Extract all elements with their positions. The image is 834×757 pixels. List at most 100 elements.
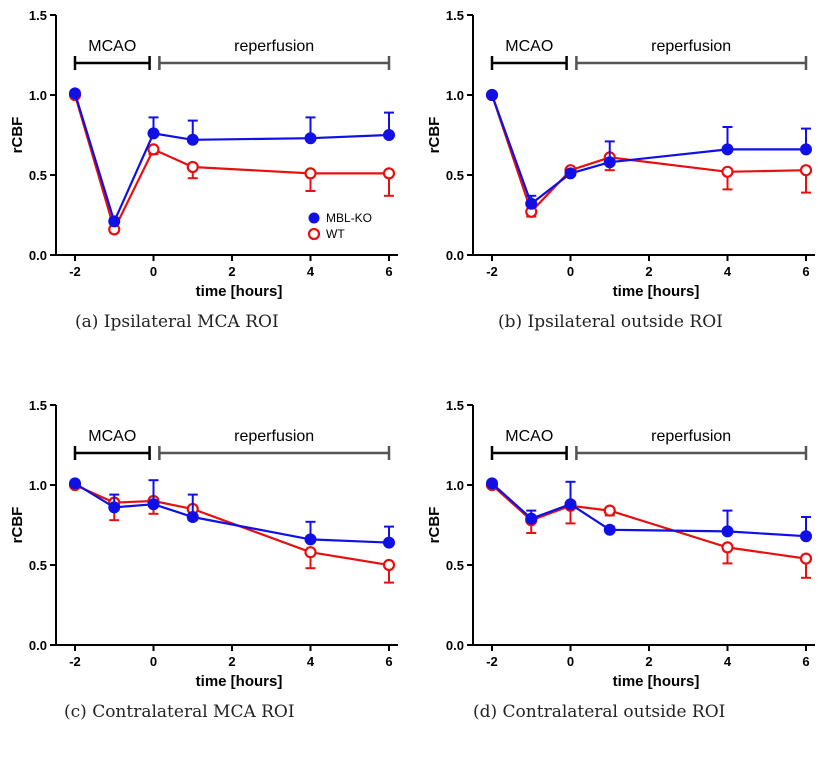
data-point	[304, 533, 317, 546]
x-tick-label: 6	[802, 654, 809, 669]
legend-label: MBL-KO	[326, 211, 372, 225]
mcao-label: MCAO	[505, 428, 553, 445]
chart-b: 0.0 0.5 1.0 1.5 -2 0 2 4 6 time [hours] rCBF MCAO re…	[426, 8, 815, 300]
data-point	[186, 511, 199, 523]
data-point	[304, 546, 317, 559]
y-tick-label: 1.0	[29, 478, 47, 493]
legend-label: WT	[326, 227, 345, 241]
x-tick-label: 6	[385, 654, 392, 669]
data-point	[721, 143, 734, 156]
x-tick-label: -2	[69, 654, 81, 669]
chart-caption: (b) Ipsilateral outside ROI	[498, 312, 723, 332]
data-point	[304, 167, 317, 180]
y-tick-label: 1.5	[29, 398, 47, 413]
x-tick-label: 0	[567, 264, 574, 279]
y-axis-title: rCBF	[9, 507, 26, 544]
x-tick-label: 2	[228, 264, 235, 279]
y-tick-label: 1.5	[446, 8, 464, 23]
data-point	[800, 530, 812, 543]
series-line	[74, 483, 390, 567]
y-axis-title: rCBF	[9, 117, 26, 154]
data-point	[603, 523, 616, 536]
data-point	[721, 541, 734, 554]
y-axis-title: rCBF	[426, 117, 443, 154]
y-tick-label: 0.0	[446, 248, 464, 263]
y-tick-label: 1.5	[29, 8, 47, 23]
x-tick-label: 6	[385, 264, 392, 279]
chart-a: 0.0 0.5 1.0 1.5 -2 0 2 4 6 time [hours] rCBF MCAO re…	[9, 8, 398, 300]
data-point	[69, 87, 81, 100]
x-tick-label: 6	[802, 264, 809, 279]
data-point	[525, 197, 538, 210]
chart-panel-d: 0.0 0.5 1.0 1.5 -2 0 2 4 6 time [hours] rCBF MCAO re…	[417, 390, 834, 757]
x-tick-label: 2	[228, 654, 235, 669]
chart-caption: (d) Contralateral outside ROI	[473, 702, 726, 722]
x-tick-label: 4	[307, 264, 315, 279]
x-tick-label: 4	[724, 654, 732, 669]
y-tick-label: 0.0	[29, 638, 47, 653]
data-point	[603, 504, 616, 517]
chart-panel-c: 0.0 0.5 1.0 1.5 -2 0 2 4 6 time [hours] rCBF MCAO re…	[0, 390, 417, 757]
data-point	[69, 477, 81, 490]
mcao-label: MCAO	[88, 38, 136, 55]
series-line	[490, 94, 807, 214]
reperfusion-label: reperfusion	[234, 38, 314, 55]
x-tick-label: 4	[724, 264, 732, 279]
x-tick-label: -2	[69, 264, 81, 279]
series-line	[74, 482, 390, 544]
y-tick-label: 0.5	[446, 558, 464, 573]
y-tick-label: 0.0	[446, 638, 464, 653]
y-tick-label: 1.0	[446, 88, 464, 103]
data-point	[147, 143, 160, 156]
data-point	[721, 165, 734, 178]
x-tick-label: 0	[150, 264, 157, 279]
x-axis-title: time [hours]	[196, 673, 283, 690]
data-point	[564, 167, 577, 180]
y-tick-label: 1.0	[446, 478, 464, 493]
x-tick-label: 0	[567, 654, 574, 669]
x-tick-label: -2	[486, 264, 498, 279]
chart-caption: (a) Ipsilateral MCA ROI	[75, 312, 279, 332]
data-point	[603, 156, 616, 169]
x-tick-label: 0	[150, 654, 157, 669]
data-point	[486, 477, 498, 490]
chart-d: 0.0 0.5 1.0 1.5 -2 0 2 4 6 time [hours] rCBF MCAO re…	[426, 398, 815, 690]
mcao-label: MCAO	[88, 428, 136, 445]
y-tick-label: 0.0	[29, 248, 47, 263]
mcao-label: MCAO	[505, 38, 553, 55]
y-axis-title: rCBF	[426, 507, 443, 544]
data-point	[383, 129, 395, 141]
data-point	[799, 552, 813, 565]
reperfusion-label: reperfusion	[651, 428, 731, 445]
data-point	[721, 525, 734, 538]
legend-marker	[307, 227, 321, 241]
chart-panel-b: 0.0 0.5 1.0 1.5 -2 0 2 4 6 time [hours] rCBF MCAO re…	[417, 0, 834, 367]
chart-caption: (c) Contralateral MCA ROI	[64, 702, 295, 722]
legend-marker	[308, 212, 320, 224]
data-point	[304, 132, 317, 145]
x-axis-title: time [hours]	[196, 283, 283, 300]
data-point	[564, 498, 577, 511]
x-tick-label: 2	[645, 264, 652, 279]
data-point	[383, 536, 395, 549]
data-point	[108, 215, 121, 228]
series-line	[491, 484, 807, 560]
data-point	[800, 143, 812, 156]
series-line	[73, 94, 389, 233]
chart-c: 0.0 0.5 1.0 1.5 -2 0 2 4 6 time [hours] rCBF MCAO re…	[9, 398, 398, 690]
data-point	[147, 498, 160, 511]
series-line	[490, 94, 806, 206]
x-axis-title: time [hours]	[613, 673, 700, 690]
chart-panel-a: 0.0 0.5 1.0 1.5 -2 0 2 4 6 time [hours] rCBF MCAO re…	[0, 0, 417, 367]
series-line	[73, 93, 390, 225]
data-point	[525, 512, 538, 525]
x-tick-label: 2	[645, 654, 652, 669]
y-tick-label: 0.5	[446, 168, 464, 183]
data-point	[382, 558, 396, 572]
x-tick-label: 4	[307, 654, 315, 669]
y-tick-label: 1.5	[446, 398, 464, 413]
y-tick-label: 1.0	[29, 88, 47, 103]
x-tick-label: -2	[486, 654, 498, 669]
data-point	[382, 167, 396, 180]
data-point	[186, 160, 199, 174]
